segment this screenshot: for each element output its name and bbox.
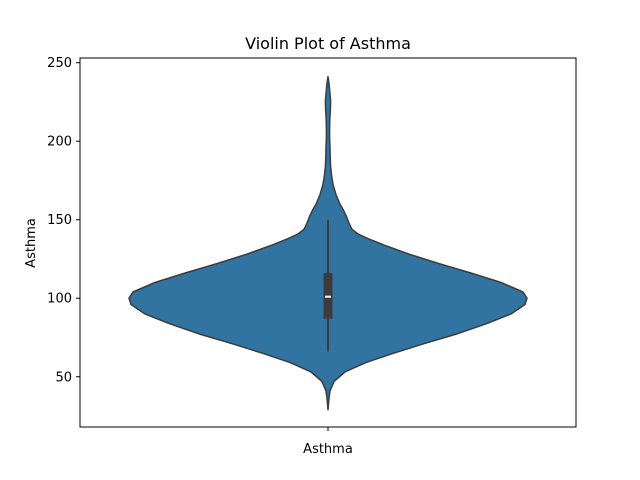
y-tick-label: 50 <box>55 370 72 385</box>
y-tick-label: 250 <box>47 56 72 71</box>
plot-area <box>128 76 528 411</box>
y-axis-label: Asthma <box>24 218 39 268</box>
x-tick-label: Asthma <box>303 442 353 457</box>
y-tick-label: 200 <box>47 135 72 150</box>
y-axis: 50 100 150 200 250 <box>47 56 80 385</box>
chart-title: Violin Plot of Asthma <box>245 34 411 53</box>
y-tick-label: 100 <box>47 292 72 307</box>
x-axis: Asthma <box>303 427 353 457</box>
y-tick-label: 150 <box>47 213 72 228</box>
